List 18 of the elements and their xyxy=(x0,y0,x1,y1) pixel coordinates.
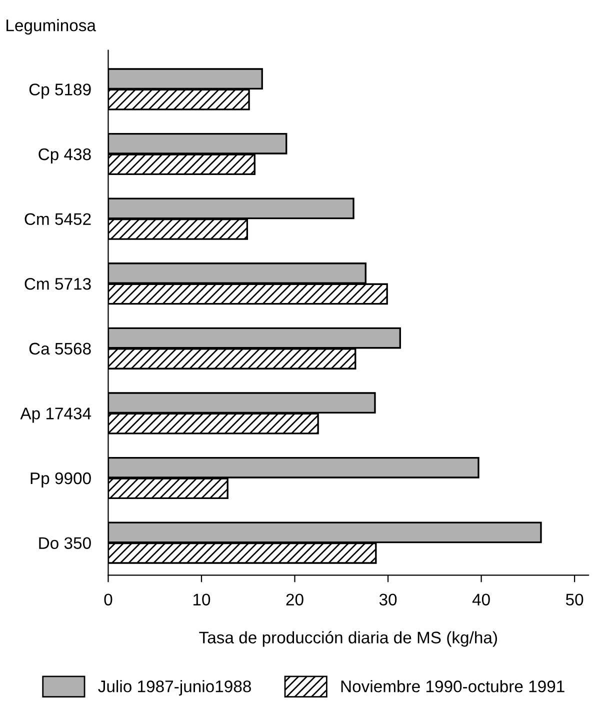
x-tick-label: 40 xyxy=(472,594,490,606)
y-axis-title: Leguminosa xyxy=(6,19,96,35)
x-tick-label: 30 xyxy=(379,594,397,606)
y-tick-label: Cp 438 xyxy=(38,148,91,164)
y-tick-label: Cm 5452 xyxy=(24,213,91,226)
x-tick-label: 50 xyxy=(566,594,584,606)
y-tick-label: Cm 5713 xyxy=(24,278,91,290)
x-axis-title: Tasa de producción diaria de MS (kg/ha) xyxy=(199,631,497,647)
legend-label: Noviembre 1990-octubre 1991 xyxy=(341,680,564,692)
x-tick-label: 0 xyxy=(104,594,112,606)
y-tick-label: Do 350 xyxy=(39,537,91,550)
x-tick-label: 20 xyxy=(286,594,304,606)
x-tick-label: 10 xyxy=(193,594,210,606)
y-tick-label: Pp 9900 xyxy=(30,472,91,488)
y-tick-label: Ca 5568 xyxy=(29,342,91,355)
y-tick-label: Cp 5189 xyxy=(29,84,91,99)
legend-label: Julio 1987-junio1988 xyxy=(98,680,251,696)
y-tick-label: Ap 17434 xyxy=(20,408,92,423)
